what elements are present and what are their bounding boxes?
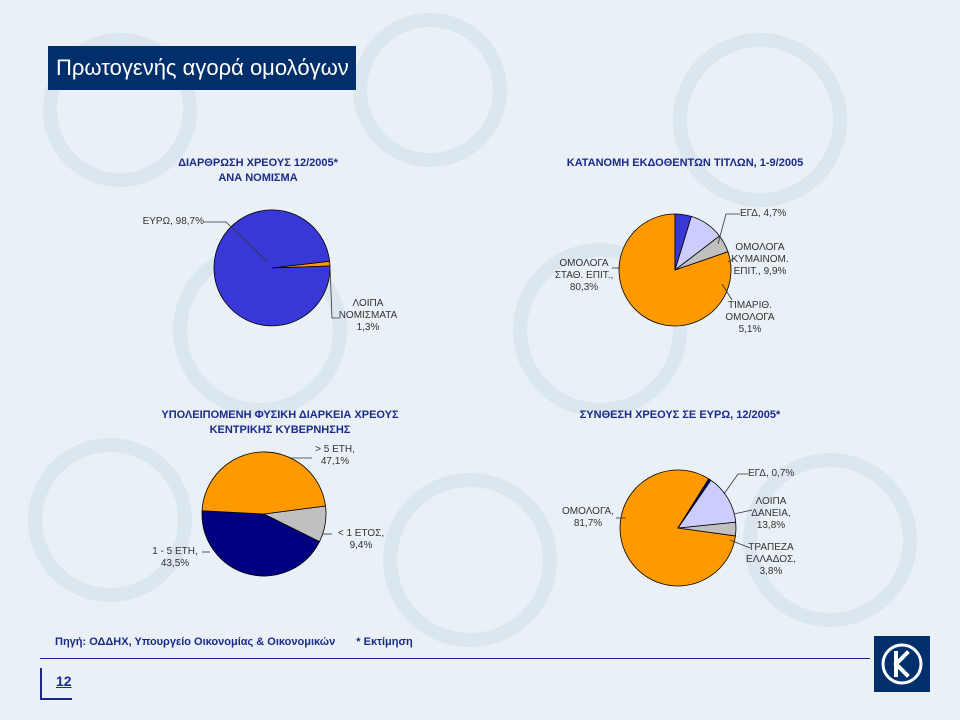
leader-line xyxy=(329,265,340,319)
chart-2-label-egd: ΕΓΔ, 4,7% xyxy=(740,208,787,219)
leader-line xyxy=(733,509,753,515)
leader-line xyxy=(723,473,748,495)
chart-4-label-other-loans: ΛΟΙΠΑ ΔΑΝΕΙΑ, 13,8% xyxy=(751,496,791,531)
chart-2-title: ΚΑΤΑΝΟΜΗ ΕΚΔΟΘΕΝΤΩΝ ΤΙΤΛΩΝ, 1-9/2005 xyxy=(566,157,804,169)
footer-source: Πηγή: ΟΔΔΗΧ, Υπουργείο Οικονομίας & Οικο… xyxy=(55,636,413,648)
page-number-frame xyxy=(40,668,72,700)
estimate-note: * Εκτίμηση xyxy=(356,636,413,648)
chart-3-label-over-5: > 5 ΕΤΗ, 47,1% xyxy=(315,444,355,467)
footer-divider xyxy=(40,658,870,659)
bank-logo-icon xyxy=(874,636,930,692)
chart-4-label-bank-of-greece: ΤΡΑΠΕΖΑ ΕΛΛΑΔΟΣ, 3,8% xyxy=(746,542,796,577)
leader-line xyxy=(727,257,736,263)
chart-3-label-1-5: 1 - 5 ΕΤΗ, 43,5% xyxy=(152,546,198,569)
chart-3-title: ΥΠΟΛΕΙΠΟΜΕΝΗ ΦΥΣΙΚΗ ΔΙΑΡΚΕΙΑ ΧΡΕΟΥΣ ΚΕΝΤ… xyxy=(161,409,399,436)
chart-1-title: ΔΙΑΡΘΡΩΣΗ ΧΡΕΟΥΣ 12/2005* ΑΝΑ ΝΟΜΙΣΜΑ xyxy=(178,157,338,184)
page-number: 12 xyxy=(56,673,72,689)
chart-3-slice-1 xyxy=(201,451,326,515)
leader-line xyxy=(204,221,269,263)
chart-2-label-indexed: ΤΙΜΑΡΙΘ. ΟΜΟΛΟΓΑ 5,1% xyxy=(725,300,775,335)
chart-1-label-other-currencies: ΛΟΙΠΑ ΝΟΜΙΣΜΑΤΑ 1,3% xyxy=(338,298,398,333)
chart-4-slice-1 xyxy=(677,478,712,529)
chart-2-slice-4 xyxy=(618,213,732,327)
chart-2-slice-1 xyxy=(674,213,692,271)
chart-4-label-egd: ΕΓΔ, 0,7% xyxy=(748,468,795,479)
chart-3-label-under-1: < 1 ΕΤΟΣ, 9,4% xyxy=(337,528,385,551)
chart-1-slice-1 xyxy=(213,209,331,327)
page-title: Πρωτογενής αγορά ομολόγων xyxy=(48,46,356,90)
leader-line xyxy=(729,539,751,549)
leader-line xyxy=(717,213,740,245)
leader-line xyxy=(721,283,733,301)
chart-2-label-floating: ΟΜΟΛΟΓΑ ΚΥΜΑΙΝΟΜ. ΕΠΙΤ., 9,9% xyxy=(731,242,789,277)
source-text: Πηγή: ΟΔΔΗΧ, Υπουργείο Οικονομίας & Οικο… xyxy=(55,636,336,648)
chart-4-label-bonds: ΟΜΟΛΟΓΑ, 81,7% xyxy=(562,506,614,529)
chart-1-label-euro: ΕΥΡΩ, 98,7% xyxy=(142,216,204,227)
chart-4-title: ΣΥΝΘΕΣΗ ΧΡΕΟΥΣ ΣΕ ΕΥΡΩ, 12/2005* xyxy=(579,409,781,421)
chart-2-label-fixed: ΟΜΟΛΟΓΑ ΣΤΑΘ. ΕΠΙΤ., 80,3% xyxy=(554,258,614,293)
